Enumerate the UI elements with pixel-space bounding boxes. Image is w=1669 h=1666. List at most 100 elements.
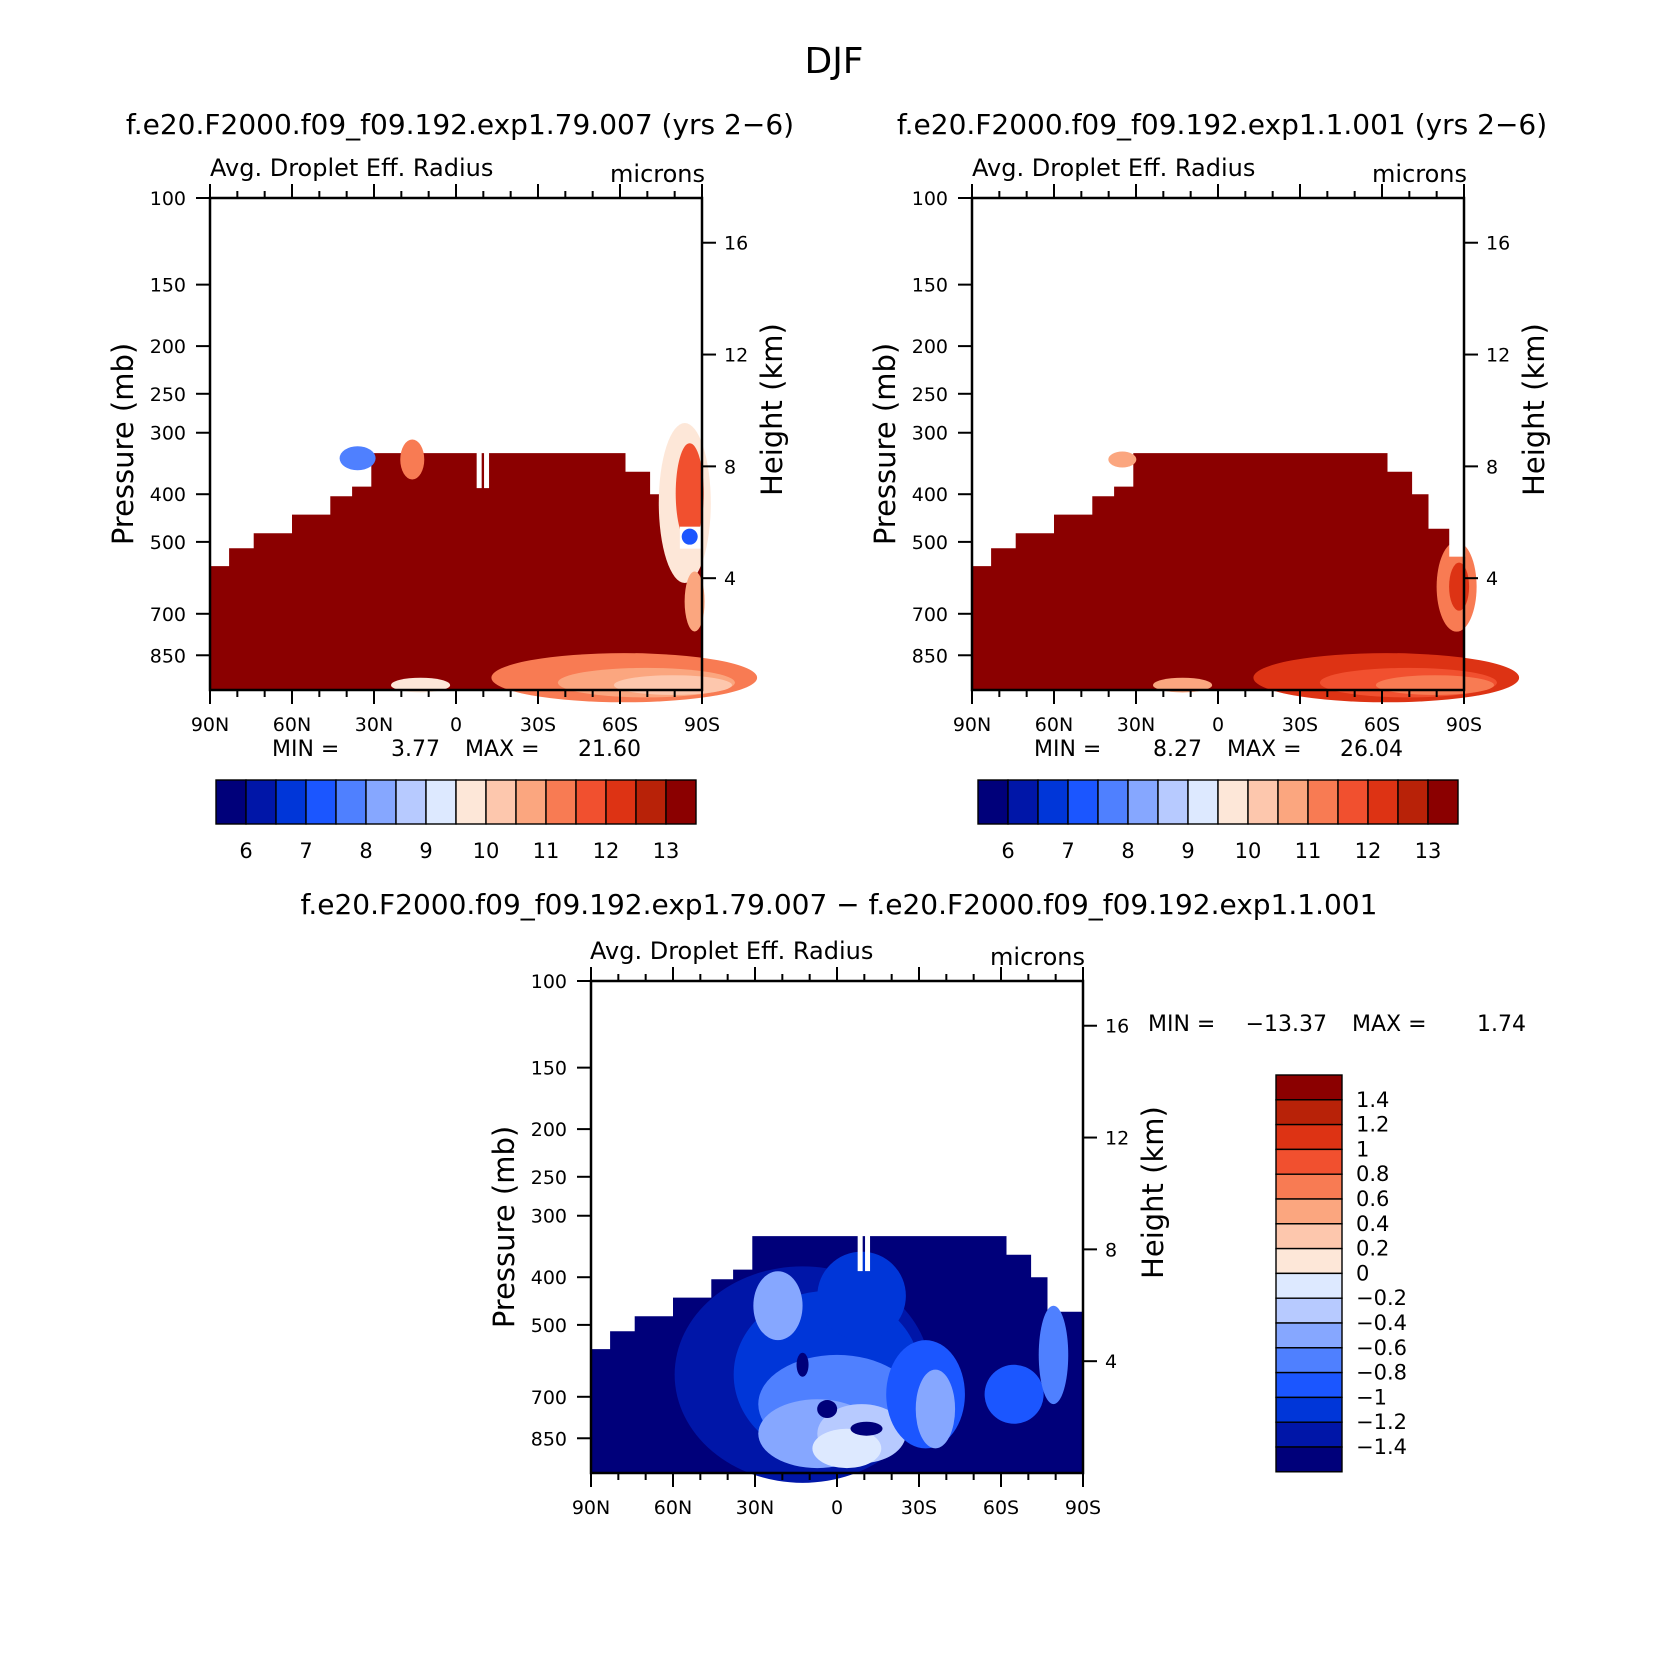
panel-2-colorbar-swatch	[1127, 779, 1159, 825]
panel-1-colorbar-swatch	[305, 779, 337, 825]
panel-2-y-tick-label: 250	[912, 384, 948, 406]
panel-2-y2-tick-label: 16	[1486, 233, 1510, 255]
panel-3-colorbar-swatch	[1275, 1396, 1343, 1423]
panel-2-colorbar-label: 7	[1061, 839, 1074, 863]
panel-2-x-tick-label: 30S	[1282, 714, 1318, 736]
panel-1-x-tick-label: 90S	[684, 714, 720, 736]
panel-1-colorbar-swatch	[425, 779, 457, 825]
panel-3-plot: 100 150 200 250 300 400 500 700 850 16 12 8 4 90N 60N 3…	[487, 967, 1170, 1519]
panel-2-contour-9	[817, 1251, 906, 1341]
panel-2-y-tick-label: 100	[912, 188, 948, 210]
panel-1-run-title: f.e20.F2000.f09_f09.192.exp1.79.007 (yrs…	[126, 108, 794, 141]
panel-1-x-tick-label: 90N	[191, 714, 229, 736]
panel-1-colorbar-swatch	[635, 779, 667, 825]
panel-1-colorbar-label: 12	[593, 839, 620, 863]
panel-1-colorbar-swatch	[215, 779, 247, 825]
panel-3-y2-tick-label: 8	[1105, 1239, 1117, 1261]
panel-2-contour-10	[984, 1364, 1044, 1424]
panel-3-colorbar-label: −0.4	[1356, 1311, 1407, 1335]
panel-2-max-value: 26.04	[1340, 737, 1403, 762]
panel-1-y-tick-label: 250	[150, 384, 186, 406]
panel-2-contour-7	[915, 1369, 956, 1449]
panel-2-colorbar-swatch	[977, 779, 1009, 825]
panel-0-contour-9	[681, 528, 698, 545]
panel-2-y-axis-label: Pressure (mb)	[868, 343, 902, 545]
panel-2-colorbar-label: 10	[1235, 839, 1262, 863]
panel-3-x-tick-label: 60N	[654, 1497, 692, 1519]
panel-3-colorbar-swatch	[1275, 1297, 1343, 1324]
panel-3-y-tick-label: 150	[531, 1058, 567, 1080]
panel-1-colorbar-swatch	[485, 779, 517, 825]
panel-3-y-tick-label: 850	[531, 1428, 567, 1450]
panel-1-variable-title: Avg. Droplet Eff. Radius	[210, 154, 493, 182]
panel-1-contour-2	[1375, 675, 1495, 695]
panel-2-colorbar-swatch	[1337, 779, 1369, 825]
panel-2-contour-11	[1038, 1305, 1069, 1405]
panel-2-min-value: 8.27	[1153, 737, 1202, 762]
panel-3-colorbar-label: −1.4	[1356, 1435, 1407, 1459]
panel-1-contour-4	[1108, 451, 1137, 468]
panel-1-field-region	[972, 453, 1464, 690]
panel-1-y2-tick-label: 12	[724, 345, 748, 367]
panel-2-colorbar-swatch	[1247, 779, 1279, 825]
panel-1-colorbar-swatch	[605, 779, 637, 825]
panel-1-y-tick-label: 700	[150, 604, 186, 626]
panel-3-run-title: f.e20.F2000.f09_f09.192.exp1.79.007 − f.…	[301, 888, 1378, 921]
panel-3-y-tick-label: 700	[531, 1387, 567, 1409]
panel-1-colorbar-label: 11	[533, 839, 560, 863]
panel-1-colorbar-swatch	[245, 779, 277, 825]
panel-1-colorbar-label: 9	[419, 839, 432, 863]
panel-2-x-tick-label: 90S	[1446, 714, 1482, 736]
panel-2-x-tick-label: 0	[1212, 714, 1224, 736]
panel-3-colorbar-swatch	[1275, 1123, 1343, 1151]
panel-1-colorbar-swatch	[545, 779, 577, 825]
panel-3-colorbar-swatch	[1275, 1223, 1343, 1250]
panel-2-colorbar-swatch	[1037, 779, 1069, 825]
panel-2-colorbar-label: 11	[1295, 839, 1322, 863]
panel-1-gap-0	[476, 452, 482, 489]
panel-2-colorbar-label: 9	[1181, 839, 1194, 863]
panel-3-colorbar-label: 0.6	[1356, 1187, 1389, 1211]
panel-2-colorbar: 6 7 8 9 10 11 12 13	[977, 779, 1459, 863]
panel-3-colorbar-swatch	[1275, 1074, 1343, 1101]
panel-2-colorbar-swatch	[1187, 779, 1219, 825]
panel-2-colorbar-swatch	[1157, 779, 1189, 825]
panel-1-colorbar-label: 6	[239, 839, 252, 863]
panel-1-min-value: 3.77	[391, 737, 440, 762]
panel-0-contour-2	[613, 675, 733, 695]
panel-3-variable-title: Avg. Droplet Eff. Radius	[590, 937, 873, 965]
panel-3-colorbar-label: 0.8	[1356, 1162, 1389, 1186]
panel-2-colorbar-swatch	[1067, 779, 1099, 825]
panel-2-colorbar-label: 12	[1355, 839, 1382, 863]
panel-1-y2-axis-label: Height (km)	[755, 323, 789, 496]
panel-2-y2-tick-label: 8	[1486, 456, 1498, 478]
panel-1-colorbar-swatch	[365, 779, 397, 825]
panel-3-colorbar-label: −0.8	[1356, 1361, 1407, 1385]
panel-3-units: microns	[990, 943, 1085, 971]
panel-1-y2-tick-label: 8	[724, 456, 736, 478]
panel-1-y2-tick-label: 4	[724, 568, 736, 590]
panel-3-colorbar-swatch	[1275, 1173, 1343, 1200]
panel-2-y2-tick-label: 12	[1486, 345, 1510, 367]
panel-2-x-tick-label: 90N	[953, 714, 991, 736]
panel-3-gap-0	[857, 1235, 863, 1272]
panel-1-max-label: MAX =	[465, 737, 540, 762]
panel-2-max-label: MAX =	[1227, 737, 1302, 762]
panel-3-y2-tick-label: 12	[1105, 1128, 1129, 1150]
panel-3-colorbar: 1.41.210.80.60.40.20−0.2−0.4−0.6−0.8−1−1…	[1275, 1074, 1407, 1473]
panel-3-colorbar-swatch	[1275, 1272, 1343, 1299]
panel-2-plot: 100 150 200 250 300 400 500 700 850 16 12 8 4 90N 60N 3…	[868, 184, 1551, 736]
panel-3-colorbar-label: 1	[1356, 1137, 1369, 1161]
panel-1-y-tick-label: 850	[150, 645, 186, 667]
panel-3-x-tick-label: 30N	[736, 1497, 774, 1519]
panel-3-colorbar-swatch	[1275, 1347, 1343, 1374]
panel-3-x-tick-label: 0	[831, 1497, 843, 1519]
panel-3-x-tick-label: 60S	[983, 1497, 1019, 1519]
panel-3-y-tick-label: 200	[531, 1119, 567, 1141]
panel-1-colorbar-swatch	[455, 779, 487, 825]
panel-2-colorbar-swatch	[1217, 779, 1249, 825]
panel-1-y-tick-label: 100	[150, 188, 186, 210]
panel-2-y-tick-label: 400	[912, 484, 948, 506]
panel-3-x-tick-label: 90N	[572, 1497, 610, 1519]
